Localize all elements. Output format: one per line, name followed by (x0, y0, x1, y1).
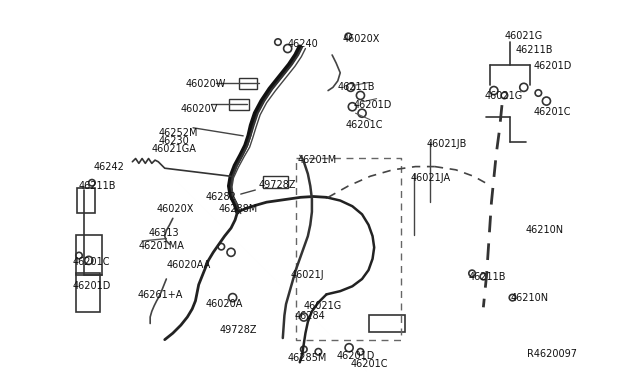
Text: 46242: 46242 (93, 162, 124, 172)
Text: 46201C: 46201C (72, 257, 110, 267)
Text: 46210N: 46210N (525, 225, 564, 235)
Text: 46021G: 46021G (485, 90, 524, 100)
Text: 46211B: 46211B (469, 272, 506, 282)
Text: 46240: 46240 (287, 39, 319, 49)
Text: 46201C: 46201C (346, 120, 383, 130)
Text: 46261+A: 46261+A (137, 289, 182, 299)
Text: 46284: 46284 (294, 311, 325, 321)
Text: 46201D: 46201D (72, 282, 111, 291)
Bar (264, 176, 287, 187)
Text: 46201M: 46201M (298, 155, 337, 165)
Text: 46201D: 46201D (336, 351, 374, 361)
Text: 46252M: 46252M (158, 128, 198, 138)
Text: 46021JA: 46021JA (411, 173, 451, 183)
Text: 46282: 46282 (205, 192, 236, 202)
Text: 46020AA: 46020AA (166, 260, 211, 270)
Text: 46288M: 46288M (218, 204, 257, 214)
Text: 46020A: 46020A (205, 299, 243, 309)
Text: 46211B: 46211B (516, 45, 553, 55)
Bar (77, 187, 95, 214)
Text: 46230: 46230 (158, 136, 189, 146)
Text: 46313: 46313 (148, 228, 179, 238)
Text: 46020X: 46020X (157, 204, 194, 214)
Text: 46021G: 46021G (304, 301, 342, 311)
Text: 46021J: 46021J (291, 270, 324, 280)
Bar (239, 78, 257, 89)
Bar (76, 273, 100, 312)
Bar (229, 99, 249, 110)
Text: 46210N: 46210N (511, 293, 549, 303)
Text: 46021JB: 46021JB (427, 139, 467, 149)
Text: 46020V: 46020V (181, 103, 218, 113)
Text: 46285M: 46285M (287, 353, 327, 363)
Bar (369, 315, 405, 331)
Text: 46201MA: 46201MA (139, 241, 185, 251)
Text: R4620097: R4620097 (527, 349, 577, 359)
Text: 49728Z: 49728Z (220, 325, 257, 335)
Text: 46201D: 46201D (354, 100, 392, 110)
Text: 46020W: 46020W (186, 79, 226, 89)
Text: 46021GA: 46021GA (152, 144, 196, 154)
Bar (76, 234, 102, 275)
Text: 46021G: 46021G (504, 31, 543, 41)
Text: 46020X: 46020X (342, 34, 380, 44)
Text: 46211B: 46211B (338, 83, 375, 93)
Text: 46201D: 46201D (534, 61, 572, 71)
Text: 46201C: 46201C (534, 107, 571, 117)
Text: 46211B: 46211B (79, 181, 116, 191)
Text: 49728Z: 49728Z (259, 180, 296, 189)
Text: 46201C: 46201C (351, 359, 388, 369)
